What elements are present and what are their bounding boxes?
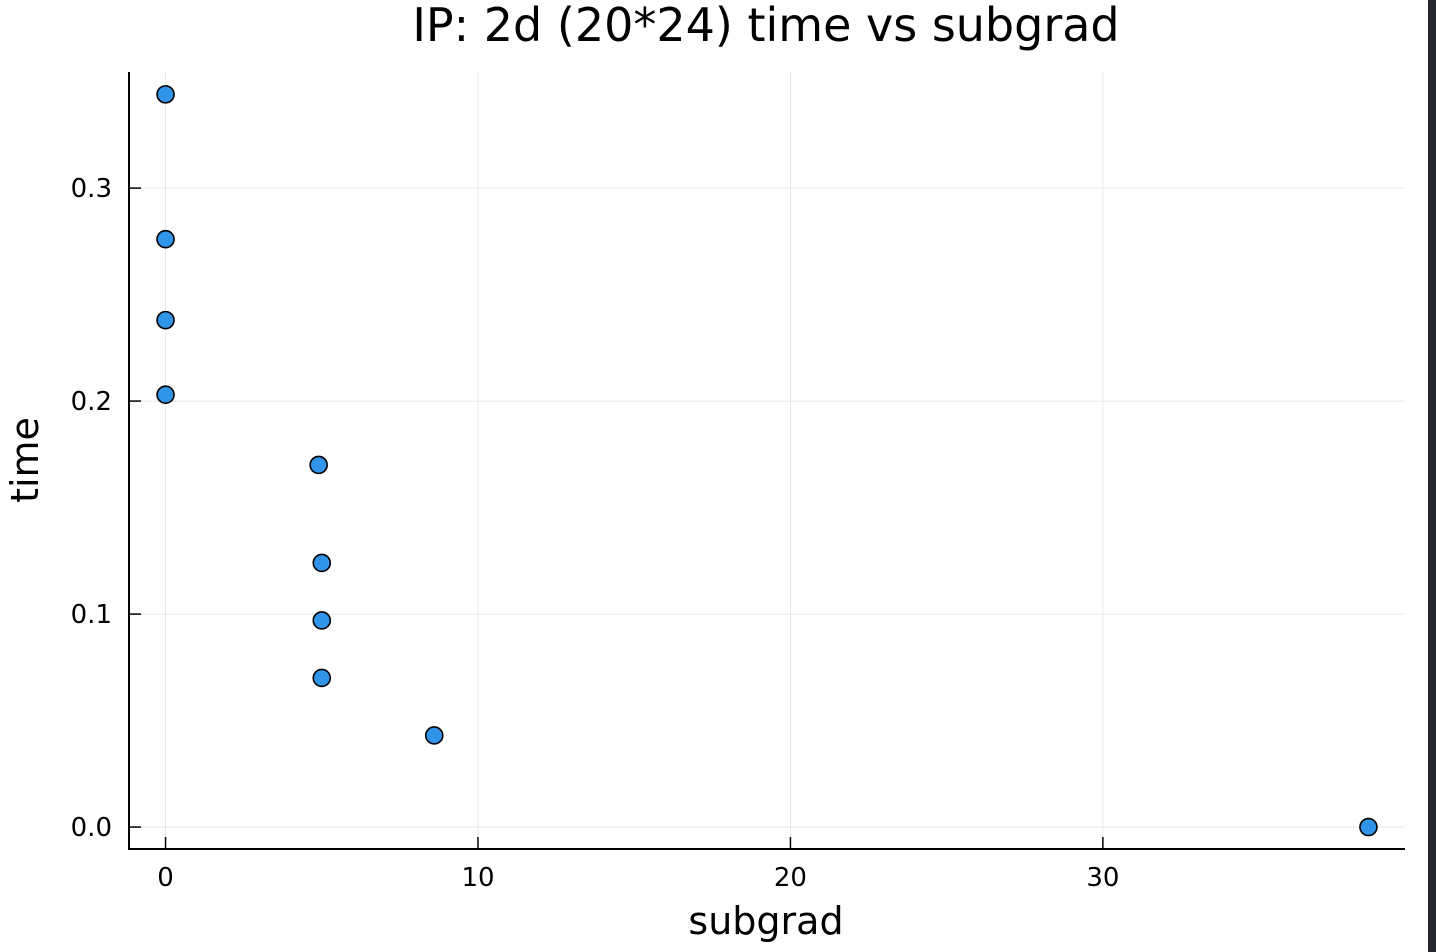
data-point [156,85,175,104]
y-tick-label: 0.2 [71,387,112,417]
chart-title: IP: 2d (20*24) time vs subgrad [412,0,1119,52]
data-point [312,611,332,630]
x-tick-label: 30 [1086,863,1119,893]
data-point [156,385,175,404]
data-points [156,85,1378,837]
data-point [156,229,175,249]
data-point [424,726,444,745]
data-point [312,668,332,688]
x-tick-label: 10 [461,863,494,893]
y-axis-label: time [3,417,47,503]
window-edge [1428,0,1436,952]
y-tick-label: 0.3 [71,174,112,204]
grid [129,72,1405,849]
x-axis-ticks: 0 10 20 30 [157,837,1119,893]
x-axis-label: subgrad [688,899,843,943]
y-axis-ticks: 0.0 0.1 0.2 0.3 [71,174,141,843]
data-point [309,455,328,475]
data-point [1359,817,1378,837]
y-tick-label: 0.0 [71,813,112,843]
axes [128,72,1405,850]
data-point [312,553,332,573]
data-point [156,310,175,330]
y-tick-label: 0.1 [71,600,112,630]
x-tick-label: 20 [774,863,807,893]
x-tick-label: 0 [157,863,174,893]
